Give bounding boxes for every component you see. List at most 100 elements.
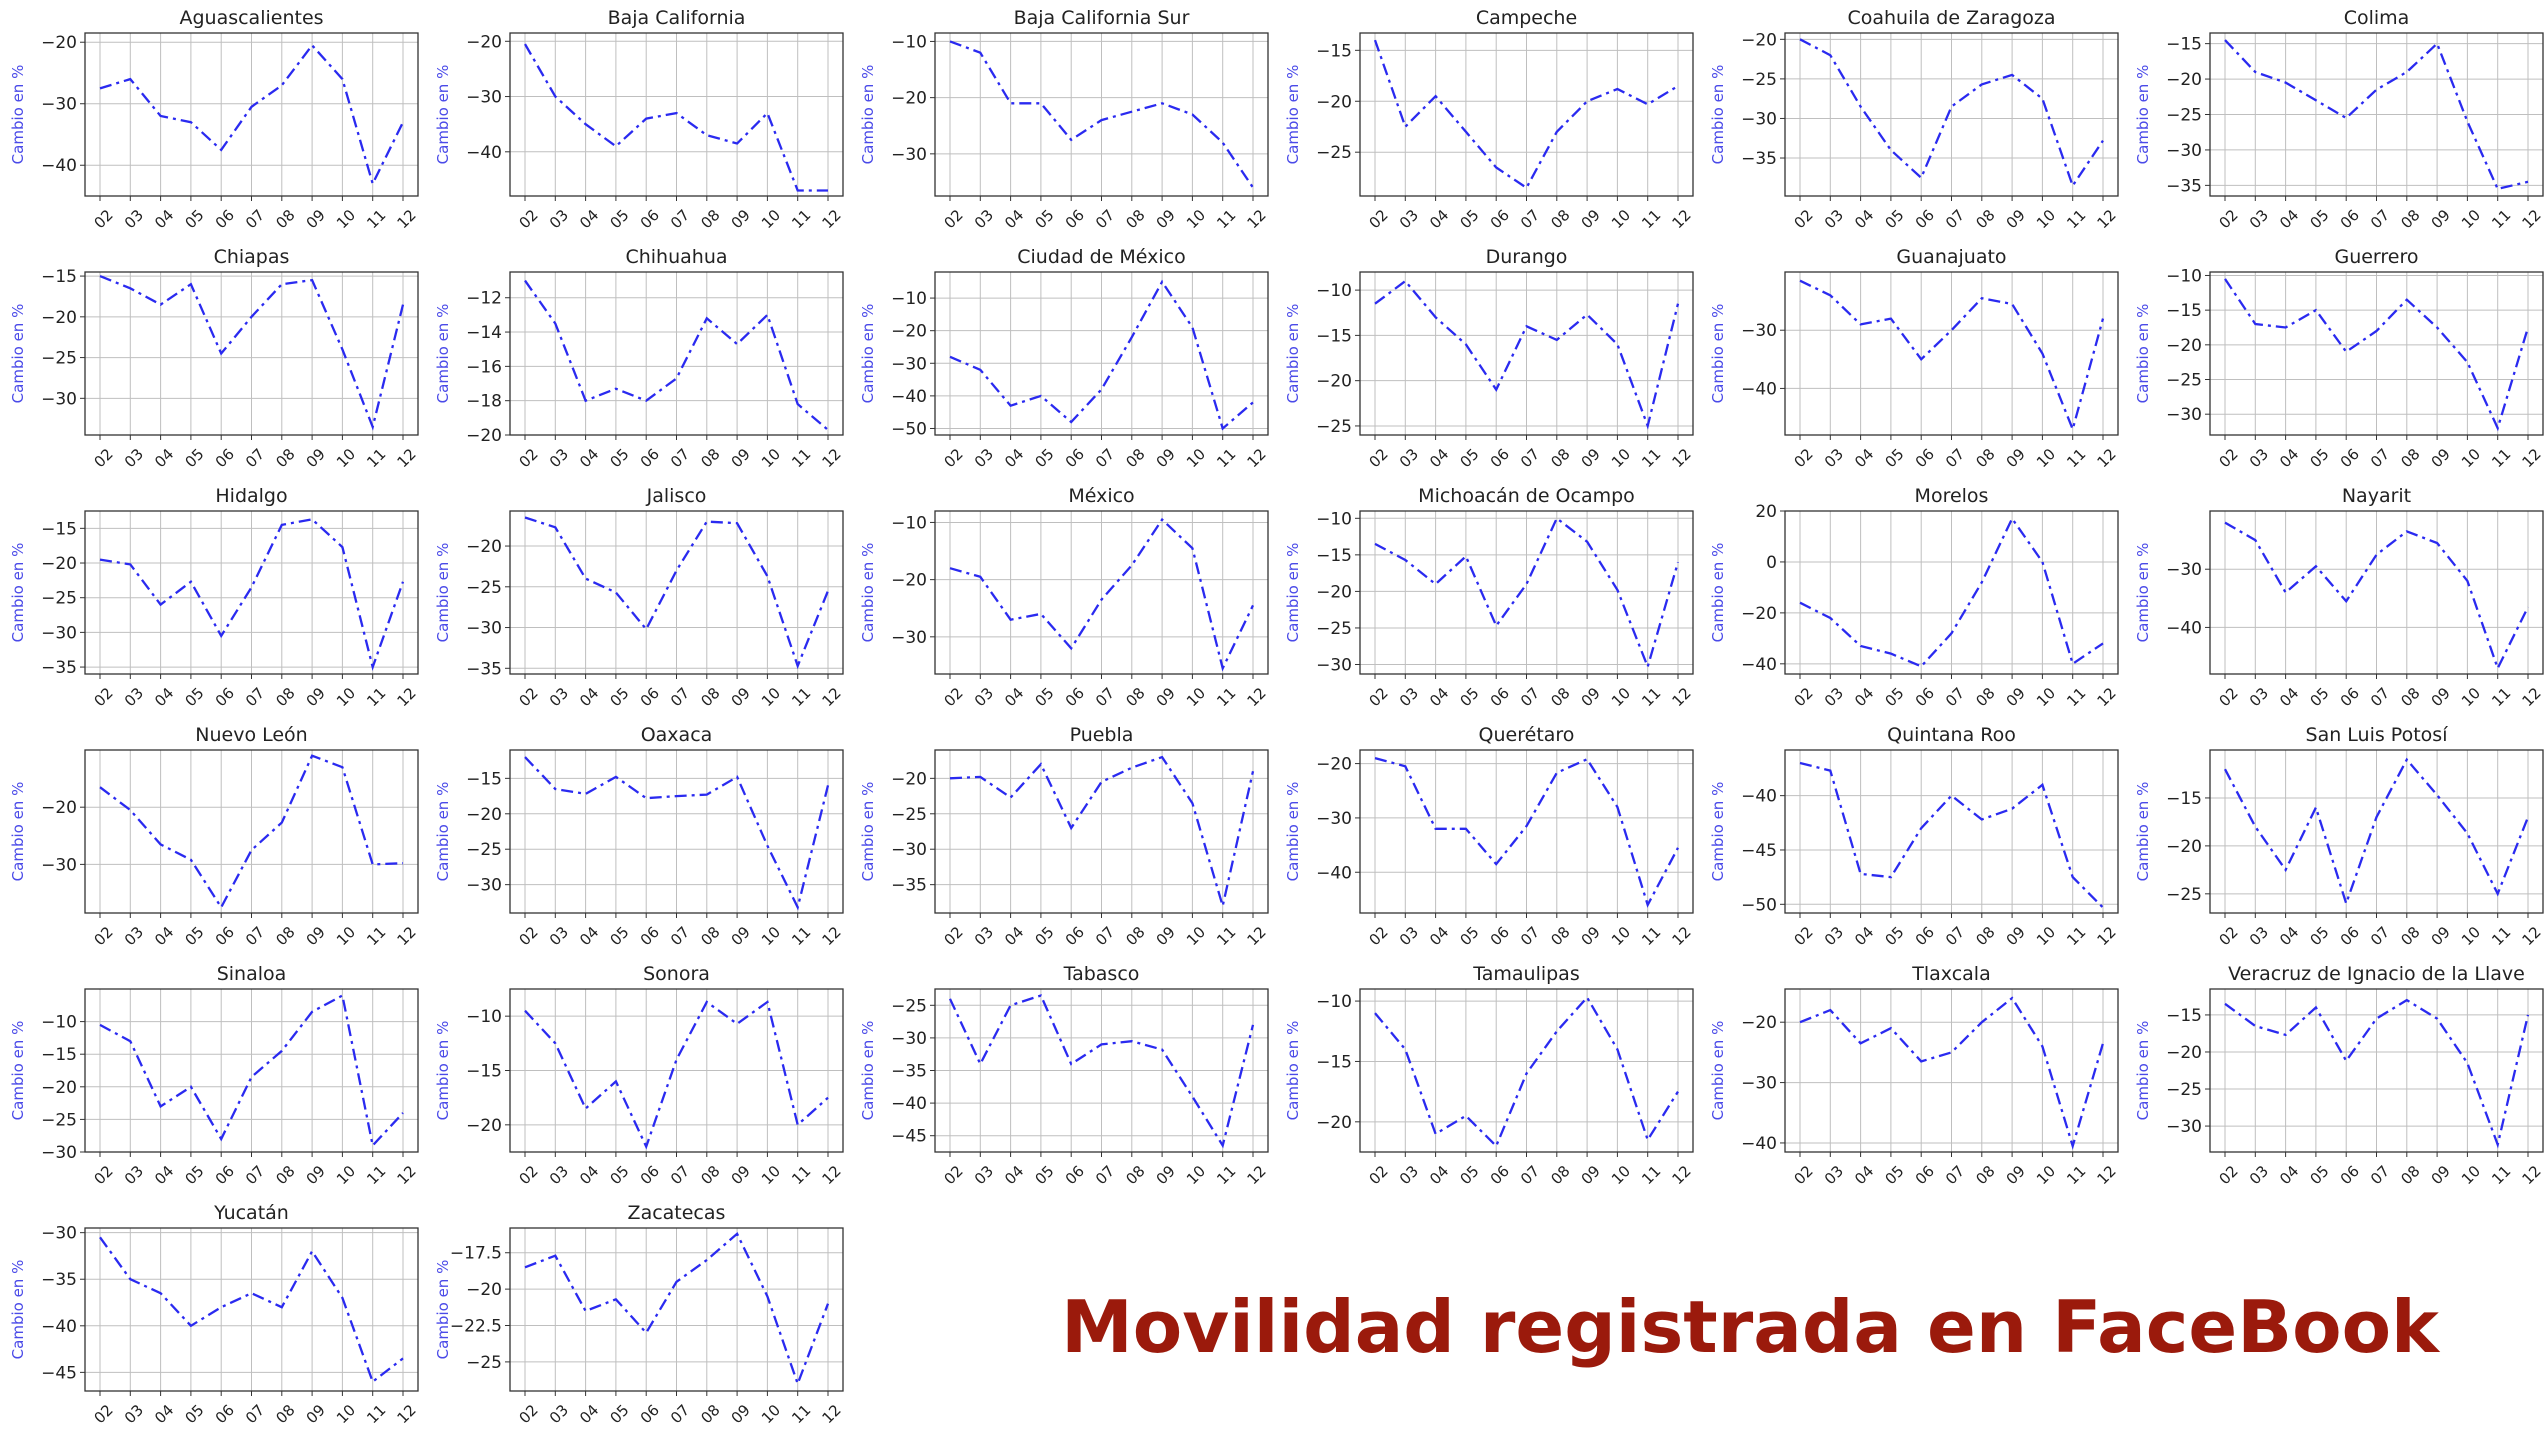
x-tick-label: 04: [151, 923, 177, 949]
x-tick-label: 07: [1942, 923, 1968, 949]
x-tick-label: 11: [363, 1401, 389, 1427]
x-tick-label: 04: [576, 684, 602, 710]
x-tick-label: 04: [1851, 923, 1877, 949]
x-tick-label: 06: [212, 206, 238, 232]
series-line: [1799, 279, 2105, 433]
x-tick-label: 07: [2367, 445, 2393, 471]
x-tick-label: 12: [2094, 1162, 2120, 1188]
x-tick-label: 05: [181, 1162, 207, 1188]
y-tick-label: −40: [1316, 863, 1352, 883]
subplot-title: Sonora: [643, 963, 710, 985]
x-tick-label: 12: [819, 1401, 845, 1427]
y-tick-label: −25: [466, 578, 502, 598]
subplot: Jalisco 02 03 04 05 06 07 08 09 10 11 12 −20 −25 −30 −3…: [434, 485, 845, 710]
subplot: Hidalgo 02 03 04 05 06 07 08 09 10 11 12 −15 −20 −25 −3…: [9, 485, 420, 710]
x-tick-label: 12: [2519, 684, 2545, 710]
x-tick-label: 06: [1912, 445, 1938, 471]
x-tick-label: 10: [1183, 445, 1209, 471]
x-tick-label: 07: [1092, 684, 1118, 710]
x-tick-label: 08: [1547, 923, 1573, 949]
x-tick-label: 08: [697, 1401, 723, 1427]
x-tick-label: 05: [1881, 206, 1907, 232]
x-tick-label: 12: [1244, 445, 1270, 471]
x-tick-label: 10: [758, 445, 784, 471]
y-tick-label: −30: [1316, 655, 1352, 675]
plot-frame: [509, 749, 844, 914]
plot-frame: [2209, 271, 2544, 436]
subplot: Tabasco 02 03 04 05 06 07 08 09 10 11 12 −25 −30 −35 −4…: [859, 963, 1270, 1188]
x-tick-label: 06: [2337, 206, 2363, 232]
x-tick-label: 11: [1213, 684, 1239, 710]
x-tick-label: 06: [1062, 684, 1088, 710]
x-tick-label: 11: [1638, 206, 1664, 232]
y-axis-label: Cambio en %: [1709, 543, 1727, 643]
plot-frame: [1359, 32, 1694, 197]
x-tick-label: 05: [1881, 445, 1907, 471]
subplot: Aguascalientes 02 03 04 05 06 07 08 09 10 11 12 −20 −…: [9, 7, 420, 232]
x-tick-label: 12: [1244, 923, 1270, 949]
x-tick-label: 08: [1972, 923, 1998, 949]
x-tick-label: 02: [91, 1401, 117, 1427]
y-tick-label: −30: [891, 1029, 927, 1049]
x-tick-label: 04: [2276, 684, 2302, 710]
x-tick-label: 02: [91, 1162, 117, 1188]
x-tick-label: 10: [333, 1162, 359, 1188]
x-tick-label: 02: [941, 206, 967, 232]
y-tick-label: −25: [2166, 1080, 2202, 1100]
series-line: [1374, 995, 1679, 1149]
y-tick-label: −20: [1741, 30, 1777, 50]
x-tick-label: 11: [1213, 923, 1239, 949]
plot-frame: [2209, 988, 2544, 1153]
plot-frame: [509, 1227, 844, 1392]
series-line: [524, 756, 830, 911]
subplot: San Luis Potosí 02 03 04 05 06 07 08 09 10 11 12 −15…: [2134, 724, 2545, 949]
x-tick-label: 05: [1456, 206, 1482, 232]
y-axis-label: Cambio en %: [859, 782, 877, 882]
y-tick-label: −45: [41, 1363, 77, 1383]
x-tick-label: 06: [1062, 923, 1088, 949]
x-tick-label: 06: [1912, 1162, 1938, 1188]
y-axis-label: Cambio en %: [434, 782, 452, 882]
x-tick-label: 04: [576, 923, 602, 949]
x-tick-label: 07: [1517, 1162, 1543, 1188]
y-tick-label: −10: [1316, 281, 1352, 301]
x-tick-label: 02: [941, 684, 967, 710]
x-tick-label: 05: [1031, 206, 1057, 232]
y-axis-label: Cambio en %: [9, 782, 27, 882]
x-tick-label: 09: [1578, 684, 1604, 710]
x-tick-label: 02: [516, 1162, 542, 1188]
y-tick-label: −40: [1741, 655, 1777, 675]
plot-frame: [84, 271, 419, 436]
x-tick-label: 07: [2367, 206, 2393, 232]
x-tick-label: 10: [1183, 684, 1209, 710]
x-tick-label: 08: [697, 684, 723, 710]
y-tick-label: −20: [891, 322, 927, 342]
x-tick-label: 07: [1092, 206, 1118, 232]
subplot: Querétaro 02 03 04 05 06 07 08 09 10 11 12 −20 −30 −40…: [1284, 724, 1695, 949]
subplot-title: Chiapas: [214, 246, 290, 268]
y-axis-label: Cambio en %: [434, 65, 452, 165]
subplot-title: Hidalgo: [215, 485, 287, 507]
y-tick-label: 20: [1755, 502, 1777, 522]
x-tick-label: 05: [606, 445, 632, 471]
y-tick-label: −25: [2166, 885, 2202, 905]
plot-frame: [84, 510, 419, 675]
x-tick-label: 02: [91, 684, 117, 710]
subplot: Baja California 02 03 04 05 06 07 08 09 10 11 12 −20…: [434, 7, 845, 232]
x-tick-label: 09: [2428, 206, 2454, 232]
y-tick-label: −20: [466, 1116, 502, 1136]
x-tick-label: 11: [1638, 445, 1664, 471]
x-tick-label: 03: [1821, 923, 1847, 949]
y-tick-label: −45: [1741, 841, 1777, 861]
y-tick-label: −25: [891, 996, 927, 1016]
x-tick-label: 04: [151, 445, 177, 471]
x-tick-label: 04: [2276, 1162, 2302, 1188]
x-tick-label: 03: [121, 206, 147, 232]
x-tick-label: 05: [606, 684, 632, 710]
x-tick-label: 05: [606, 206, 632, 232]
x-tick-label: 08: [697, 923, 723, 949]
series-line: [2224, 278, 2530, 432]
y-axis-label: Cambio en %: [2134, 543, 2152, 643]
x-tick-label: 12: [394, 684, 420, 710]
